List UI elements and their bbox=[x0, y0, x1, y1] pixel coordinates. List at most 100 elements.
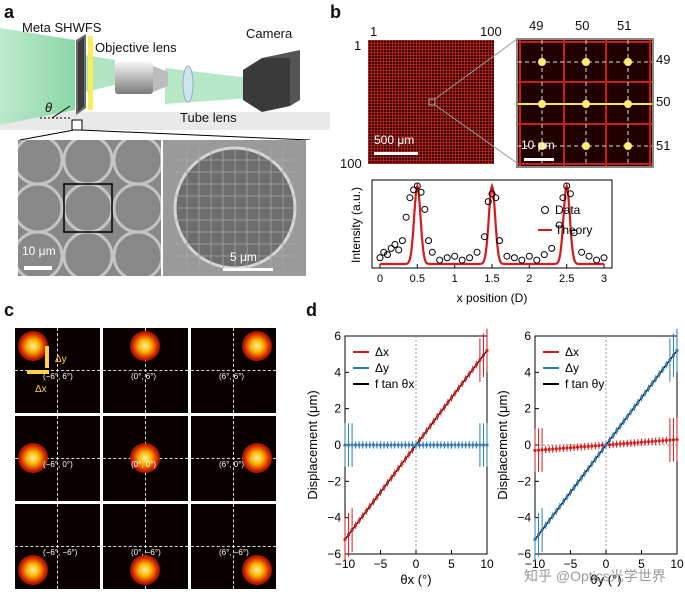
dx-marker bbox=[378, 490, 383, 494]
dx-marker bbox=[350, 528, 354, 532]
intensity-xtick-label: 2 bbox=[526, 273, 532, 285]
dy-marker bbox=[625, 415, 629, 419]
dy-marker bbox=[421, 443, 425, 447]
dx-marker bbox=[382, 485, 386, 490]
xtick-label: −5 bbox=[564, 557, 578, 571]
arrow-dy-label: Δy bbox=[55, 354, 67, 365]
dy-marker bbox=[671, 353, 676, 357]
ytick-label: −6 bbox=[327, 547, 341, 561]
arrow-dx-label: Δx bbox=[35, 384, 47, 395]
scalebar-label-5um: 5 μm bbox=[230, 250, 257, 264]
dy-marker bbox=[417, 443, 422, 447]
legend-data-marker bbox=[541, 206, 549, 214]
data-point bbox=[425, 237, 433, 245]
spot-array-image bbox=[368, 40, 494, 164]
data-point bbox=[566, 190, 574, 198]
dy-marker bbox=[593, 457, 597, 461]
data-point bbox=[518, 256, 526, 264]
data-point bbox=[402, 213, 410, 221]
dy-marker bbox=[414, 443, 418, 447]
focal-spot bbox=[242, 331, 272, 361]
dx-marker bbox=[597, 443, 601, 448]
zoomed-spot-image bbox=[516, 38, 654, 168]
data-point bbox=[451, 252, 459, 260]
dy-marker bbox=[547, 518, 551, 523]
ytick-label: 2 bbox=[334, 402, 341, 416]
data-point bbox=[376, 254, 384, 262]
dx-marker bbox=[661, 439, 665, 443]
dx-marker bbox=[554, 447, 558, 451]
focal-spot bbox=[130, 443, 160, 473]
dx-marker bbox=[561, 446, 565, 450]
dx-marker bbox=[622, 442, 626, 446]
dy-marker bbox=[579, 476, 583, 480]
label-meta-shwfs: Meta SHWFS bbox=[22, 20, 102, 35]
dx-marker bbox=[576, 445, 580, 449]
dx-marker bbox=[647, 440, 651, 444]
dx-marker bbox=[611, 442, 615, 447]
zoom-col-49: 49 bbox=[529, 18, 544, 33]
dy-marker bbox=[654, 377, 658, 381]
xtick-label: 0 bbox=[413, 557, 420, 571]
dy-marker bbox=[410, 443, 415, 447]
data-point bbox=[428, 248, 436, 256]
dy-marker bbox=[481, 443, 486, 447]
dy-marker bbox=[425, 443, 429, 447]
data-point bbox=[484, 198, 492, 206]
dy-marker bbox=[403, 443, 407, 447]
dy-marker bbox=[485, 443, 489, 447]
dy-marker bbox=[375, 443, 379, 447]
data-point bbox=[481, 233, 489, 241]
ytick-label: −4 bbox=[327, 511, 341, 525]
zoom-scalebar-label: 10 μm bbox=[521, 138, 555, 152]
crosshair-v bbox=[57, 416, 58, 501]
intensity-xtick-label: 0.5 bbox=[410, 273, 425, 285]
arrow-left-icon bbox=[27, 370, 49, 374]
dy-marker bbox=[607, 438, 612, 442]
dy-marker bbox=[449, 443, 454, 447]
spot-cell: (6°, 6°) bbox=[191, 328, 276, 413]
data-point bbox=[421, 205, 429, 213]
intensity-xlabel: x position (D) bbox=[457, 291, 528, 305]
dy-marker bbox=[464, 443, 468, 447]
dy-marker bbox=[618, 424, 622, 428]
dx-marker bbox=[389, 476, 393, 480]
label-tube-lens: Tube lens bbox=[180, 110, 237, 125]
xtick-label: −10 bbox=[525, 557, 546, 571]
dy-marker bbox=[622, 419, 626, 423]
crosshair-v bbox=[57, 328, 58, 413]
panel-letter-c: c bbox=[4, 300, 15, 320]
displacement-xlabel: θx (°) bbox=[400, 572, 431, 587]
data-point bbox=[533, 256, 541, 264]
big-array-top-left-index: 1 bbox=[370, 24, 378, 39]
focal-spot bbox=[18, 331, 48, 361]
data-point bbox=[585, 252, 593, 260]
dx-marker bbox=[478, 358, 482, 362]
theory-curve bbox=[380, 182, 604, 266]
dx-marker bbox=[396, 467, 400, 471]
data-point bbox=[593, 256, 601, 264]
ytick-label: 6 bbox=[334, 329, 341, 343]
xtick-label: −10 bbox=[335, 557, 356, 571]
displacement-ylabel: Displacement (μm) bbox=[305, 390, 320, 499]
dy-marker bbox=[661, 367, 665, 372]
spot-angle-label: (0°, 0°) bbox=[131, 460, 157, 469]
sem-image-zoom bbox=[163, 140, 306, 276]
data-point bbox=[406, 194, 414, 202]
crosshair-v bbox=[145, 328, 146, 413]
dx-marker bbox=[361, 514, 365, 518]
dx-marker bbox=[540, 448, 544, 452]
dy-marker bbox=[439, 443, 443, 447]
big-array-top-right-index: 100 bbox=[480, 24, 502, 39]
dy-marker bbox=[572, 485, 576, 490]
dx-marker bbox=[453, 391, 457, 395]
dx-marker bbox=[410, 448, 415, 452]
dy-marker bbox=[386, 443, 390, 447]
xtick-label: 0 bbox=[603, 557, 610, 571]
spot-cell: (−6°, 0°) bbox=[15, 416, 100, 501]
dy-marker bbox=[453, 443, 457, 447]
dy-marker bbox=[632, 405, 636, 409]
ytick-label: 4 bbox=[524, 365, 531, 379]
big-scalebar bbox=[374, 152, 418, 155]
dx-marker bbox=[386, 481, 390, 485]
